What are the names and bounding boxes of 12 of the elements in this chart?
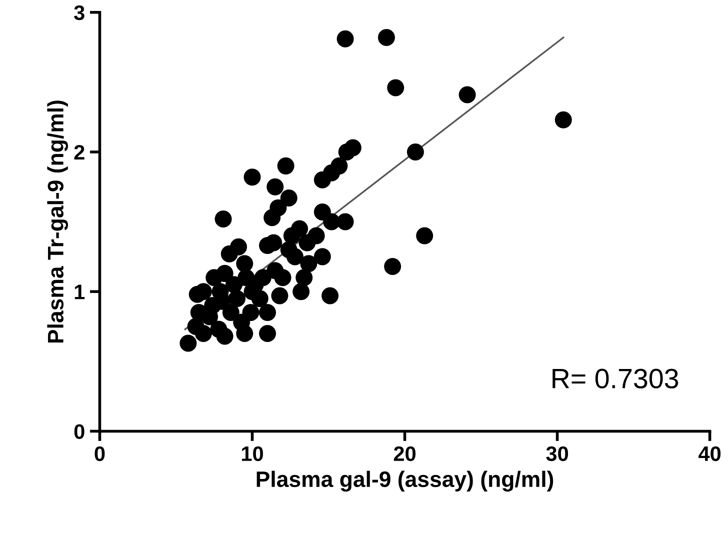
x-axis-title: Plasma gal-9 (assay) (ng/ml) — [256, 470, 554, 492]
y-tick-label: 3 — [74, 5, 84, 20]
x-tick-label: 20 — [394, 446, 416, 462]
x-tick-label: 40 — [698, 446, 721, 462]
annotation: R= 0.7303 — [552, 368, 678, 388]
y-tick-label: 0 — [74, 424, 84, 439]
x-tick-label: 30 — [546, 446, 568, 462]
y-tick-label: 1 — [74, 284, 85, 300]
y-tick-label: 2 — [74, 144, 84, 160]
y-axis-title: Plasma Tr-gal-9 (ng/ml) — [47, 100, 68, 343]
x-tick-label: 10 — [242, 446, 263, 462]
x-tick-label: 0 — [94, 446, 105, 462]
